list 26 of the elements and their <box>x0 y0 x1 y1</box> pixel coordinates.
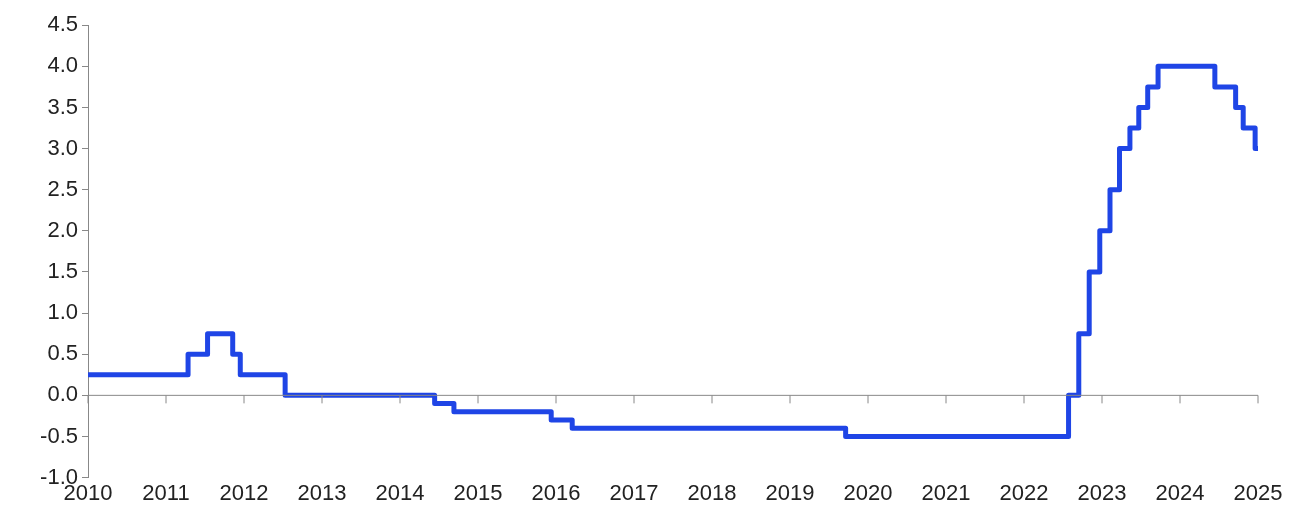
x-tick-label: 2014 <box>375 479 425 505</box>
x-tick-label: 2011 <box>142 479 190 505</box>
x-tick-label: 2015 <box>453 479 503 505</box>
y-tick-label: 1.5 <box>47 258 78 284</box>
x-tick-label: 2013 <box>297 479 347 505</box>
x-tick-label: 2019 <box>765 479 815 505</box>
y-tick-label: 1.0 <box>47 299 78 325</box>
x-tick-label: 2018 <box>687 479 737 505</box>
x-tick-label: 2025 <box>1233 479 1283 505</box>
y-tick-label: 2.0 <box>47 216 78 242</box>
y-tick-label: 0.5 <box>47 340 78 366</box>
x-tick-label: 2016 <box>531 479 581 505</box>
y-tick-label: 3.5 <box>47 93 78 119</box>
x-tick-label: 2022 <box>999 479 1049 505</box>
x-tick-label: 2012 <box>219 479 269 505</box>
x-tick-label: 2020 <box>843 479 893 505</box>
y-tick-label: 0.0 <box>47 381 78 407</box>
y-tick-label: -0.5 <box>40 422 78 448</box>
y-tick-label: 3.0 <box>47 134 78 160</box>
y-tick-label: 2.5 <box>47 175 78 201</box>
y-tick-label: 4.5 <box>47 11 78 37</box>
x-tick-label: 2023 <box>1077 479 1127 505</box>
x-tick-label: 2024 <box>1155 479 1205 505</box>
x-tick-label: 2021 <box>921 479 971 505</box>
y-tick-label: 4.0 <box>47 52 78 78</box>
x-tick-label: 2017 <box>609 479 659 505</box>
